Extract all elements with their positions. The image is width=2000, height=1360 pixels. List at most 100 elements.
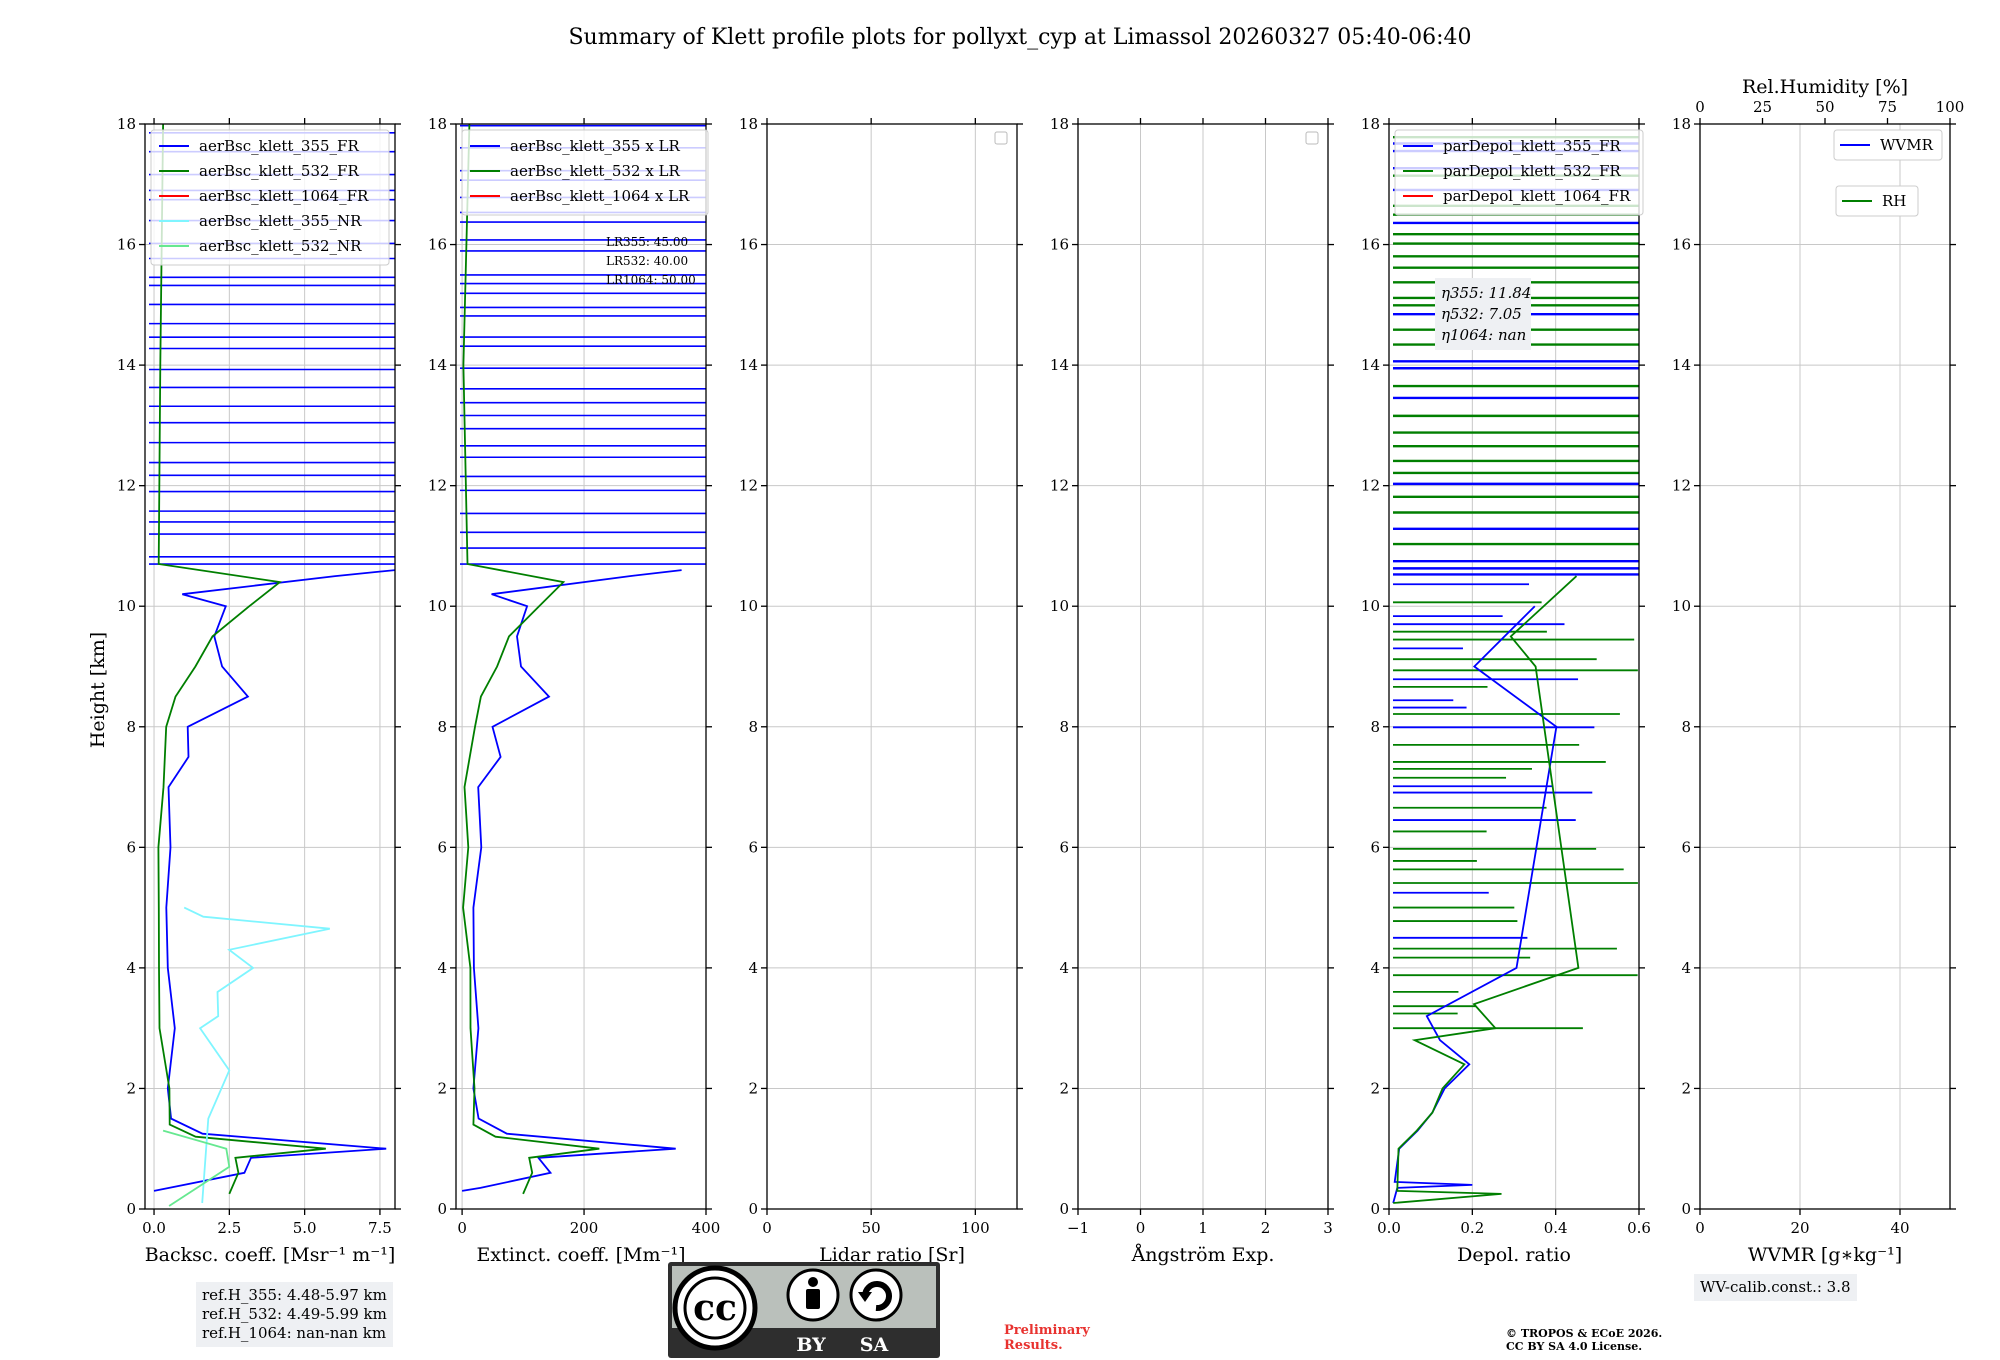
y-tick-label: 18 [1672,115,1691,133]
x-tick-label: −1 [1067,1219,1089,1237]
legend-label: parDepol_klett_532_FR [1443,162,1621,180]
legend-box [1394,129,1644,216]
y-tick-label: 2 [1681,1079,1691,1097]
by-person-head [808,1277,818,1287]
sa-share-icon [849,1268,903,1322]
y-tick-label: 10 [1361,597,1380,615]
y-tick-label: 6 [1681,838,1691,856]
y-tick-label: 8 [1059,718,1069,736]
legend-label: aerBsc_klett_532_FR [199,162,359,180]
top-x-tick-label: 75 [1878,98,1897,116]
x-tick-label: 0.6 [1627,1219,1651,1237]
x-axis-label: Lidar ratio [Sr] [819,1244,965,1266]
eta-label: η1064: nan [1441,326,1526,344]
wv-calib-const: WV-calib.const.: 3.8 [1700,1278,1851,1296]
top-x-tick-label: 25 [1753,98,1772,116]
x-tick-label: 0 [1695,1219,1705,1237]
data-layer [460,124,706,1195]
x-tick-label: 0.2 [1460,1219,1484,1237]
x-tick-label: 7.5 [368,1219,392,1237]
y-tick-label: 2 [1370,1079,1380,1097]
top-x-tick-label: 0 [1695,98,1705,116]
preliminary-results-note: Preliminary Results. [1004,1323,1090,1353]
x-tick-label: 200 [570,1219,599,1237]
x-tick-label: 2.5 [217,1219,241,1237]
x-tick-label: 0.4 [1544,1219,1568,1237]
x-tick-label: 0 [1136,1219,1146,1237]
axes-frame [766,123,1018,1210]
copyright-note: © TROPOS & ECoE 2026. CC BY SA 4.0 Licen… [1506,1327,1662,1353]
legend-box [1833,129,1943,161]
y-tick-label: 18 [1361,115,1380,133]
y-tick-label: 8 [437,718,447,736]
legend-box [150,129,390,266]
y-tick-label: 2 [1059,1079,1069,1097]
x-tick-label: 2 [1261,1219,1271,1237]
y-tick-label: 18 [739,115,758,133]
series-aerBsc_klett_355 x LR [461,569,682,1192]
y-axis-label: Height [km] [87,632,109,748]
y-tick-label: 8 [126,718,136,736]
series-parDepol_klett_532_FR [1393,575,1580,1204]
y-tick-label: 12 [428,477,447,495]
y-tick-label: 16 [1672,236,1691,254]
y-tick-label: 8 [748,718,758,736]
x-axis-label: WVMR [g∗kg⁻¹] [1748,1244,1902,1266]
y-tick-label: 4 [748,959,758,977]
by-person-body [806,1289,820,1309]
lidar-ratio-label: LR1064: 50.00 [606,273,696,287]
empty-legend [1305,131,1319,145]
x-tick-label: 400 [692,1219,721,1237]
y-tick-label: 16 [739,236,758,254]
y-tick-label: 10 [428,597,447,615]
series-aerBsc_klett_532_FR [157,124,326,1195]
ref-height-532: ref.H_532: 4.49-5.99 km [202,1305,387,1323]
x-tick-label: 5.0 [293,1219,317,1237]
y-tick-label: 14 [1672,356,1691,374]
wv-calibration-box: WV-calib.const.: 3.8 [1694,1274,1857,1301]
axes-frame [455,123,707,1210]
x-tick-label: 0 [457,1219,467,1237]
data-layer [149,124,395,1207]
y-tick-label: 14 [117,356,136,374]
y-tick-label: 14 [1361,356,1380,374]
y-tick-label: 16 [117,236,136,254]
panel-extinction: 0 2 4 6 8 10 12 14 16 18 0 200 400 Extinct. coeff. [M… [428,115,720,1266]
preliminary-line-2: Results. [1004,1338,1063,1353]
cc-inner-ring [683,1276,747,1340]
y-tick-label: 0 [1059,1200,1069,1218]
ref-height-1064: ref.H_1064: nan-nan km [202,1324,387,1342]
legend-label: aerBsc_klett_355_NR [199,212,362,230]
x-tick-label: 0.0 [142,1219,166,1237]
legend-label: aerBsc_klett_532_NR [199,237,362,255]
y-tick-label: 0 [437,1200,447,1218]
y-tick-label: 4 [126,959,136,977]
series-aerBsc_klett_355_NR [183,906,330,1204]
preliminary-line-1: Preliminary [1004,1323,1090,1338]
x-tick-label: 3 [1323,1219,1333,1237]
y-tick-label: 2 [437,1079,447,1097]
sa-arrow-arc [862,1281,892,1312]
figure-title: Summary of Klett profile plots for polly… [568,25,1471,50]
ref-height-355: ref.H_355: 4.48-5.97 km [202,1286,387,1304]
sa-label: SA [860,1334,889,1356]
eta-label: η532: 7.05 [1441,305,1522,323]
axes-frame [1388,123,1640,1210]
sa-arrow-head [858,1292,872,1302]
y-tick-label: 10 [1672,597,1691,615]
cc-symbol: cc [693,1287,737,1329]
y-tick-label: 16 [1361,236,1380,254]
x-axis-label: Extinct. coeff. [Mm⁻¹] [476,1244,685,1266]
y-tick-label: 12 [1050,477,1069,495]
x-tick-label: 50 [862,1219,881,1237]
x-axis-label: Backsc. coeff. [Msr⁻¹ m⁻¹] [145,1244,396,1266]
y-tick-label: 4 [1681,959,1691,977]
legend-label: WVMR [1880,136,1934,154]
y-tick-label: 12 [117,477,136,495]
y-tick-label: 14 [739,356,758,374]
lidar-ratio-label: LR355: 45.00 [606,235,688,249]
series-aerBsc_klett_355_FR [153,569,395,1192]
y-tick-label: 4 [1059,959,1069,977]
